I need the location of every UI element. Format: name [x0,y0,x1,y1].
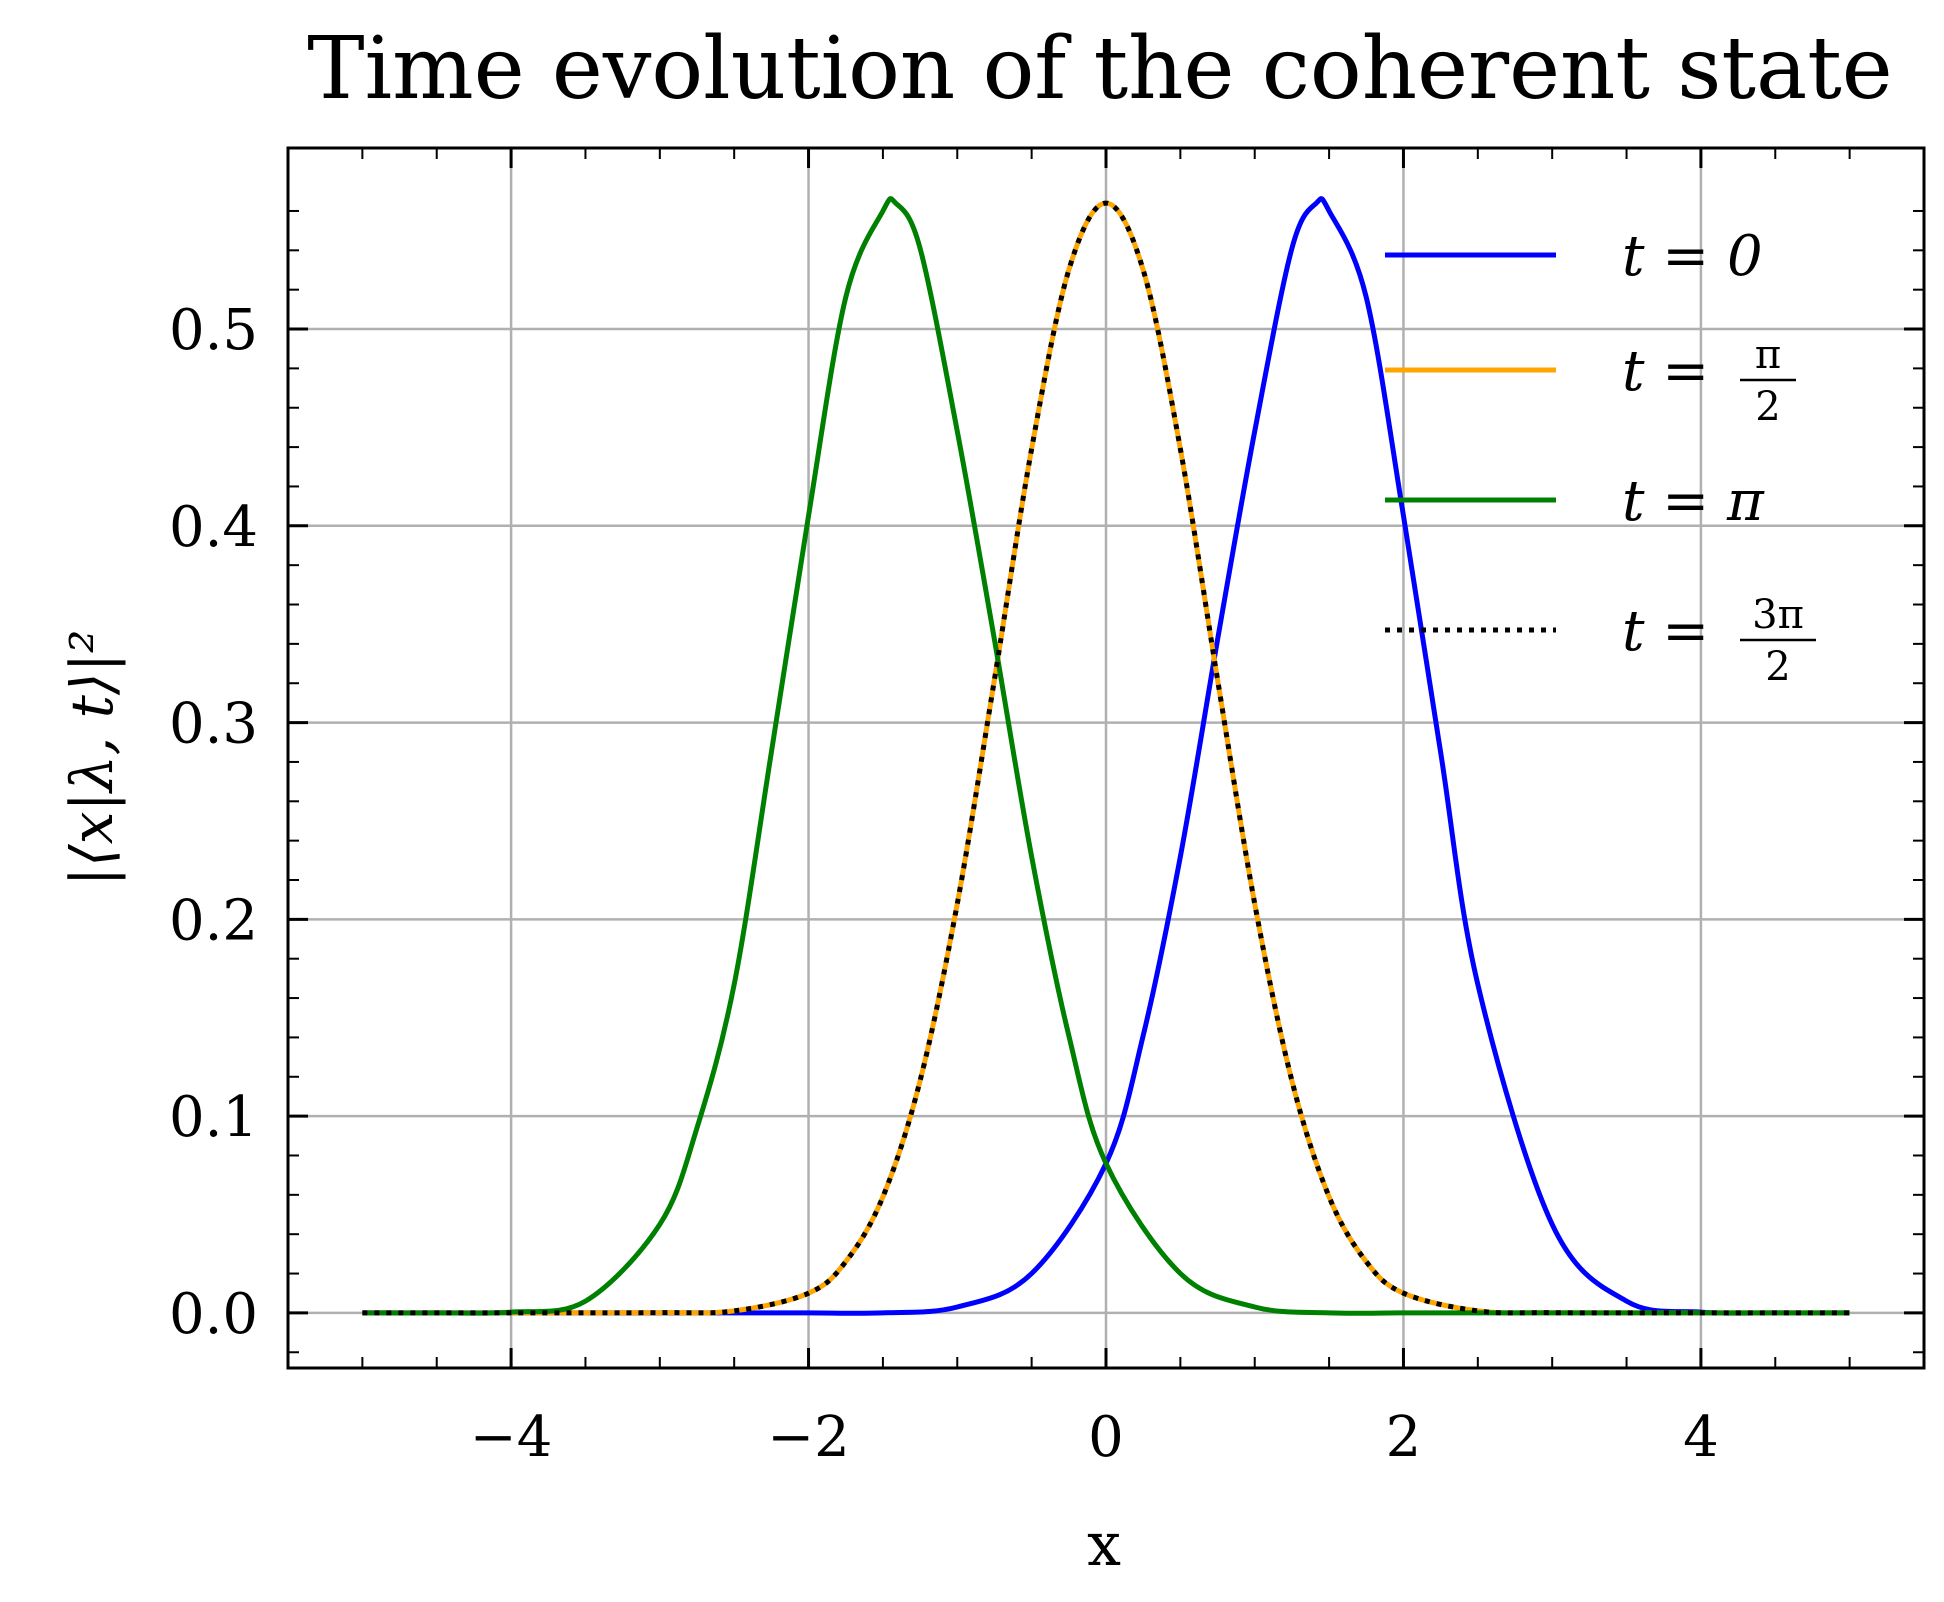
y-tick-label: 0.1 [169,1085,258,1150]
series-line-2 [362,196,1850,1316]
series-line-3 [362,200,1850,1316]
legend-frac-num-3: 3π [1752,592,1804,638]
legend-frac-num-1: π [1755,332,1781,378]
legend-frac-den-3: 2 [1765,644,1790,690]
x-tick-label: 4 [1683,1405,1719,1470]
x-axis-label: x [1087,1510,1121,1580]
chart-title: Time evolution of the coherent state [307,19,1892,119]
x-tick-label: 2 [1386,1405,1422,1470]
legend-label-0: t = 0 [1622,224,1763,289]
series-layer [362,196,1850,1316]
legend-label-3: t = [1622,599,1709,664]
x-tick-labels: −4 −2 0 2 4 [470,1405,1719,1470]
y-tick-labels: 0.0 0.1 0.2 0.3 0.4 0.5 [169,298,258,1347]
x-tick-label: 0 [1088,1405,1124,1470]
y-tick-label: 0.0 [169,1282,258,1347]
y-tick-label: 0.3 [169,692,258,757]
legend-label-2: t = π [1622,469,1765,534]
y-tick-label: 0.2 [169,888,258,953]
x-tick-label: −2 [767,1405,850,1470]
plot-frame [286,146,1926,1370]
series-line-0 [362,196,1850,1316]
grid [288,148,1924,1368]
y-axis-label: |⟨x|λ, t⟩|² [58,630,126,887]
y-tick-label: 0.5 [169,298,258,363]
x-tick-label: −4 [470,1405,553,1470]
legend: t = 0 t = π 2 t = π t = 3π 2 [1385,224,1816,690]
legend-label-1: t = [1622,339,1709,404]
y-tick-label: 0.4 [169,495,258,560]
legend-frac-den-1: 2 [1755,384,1780,430]
ticks [288,148,1924,1368]
